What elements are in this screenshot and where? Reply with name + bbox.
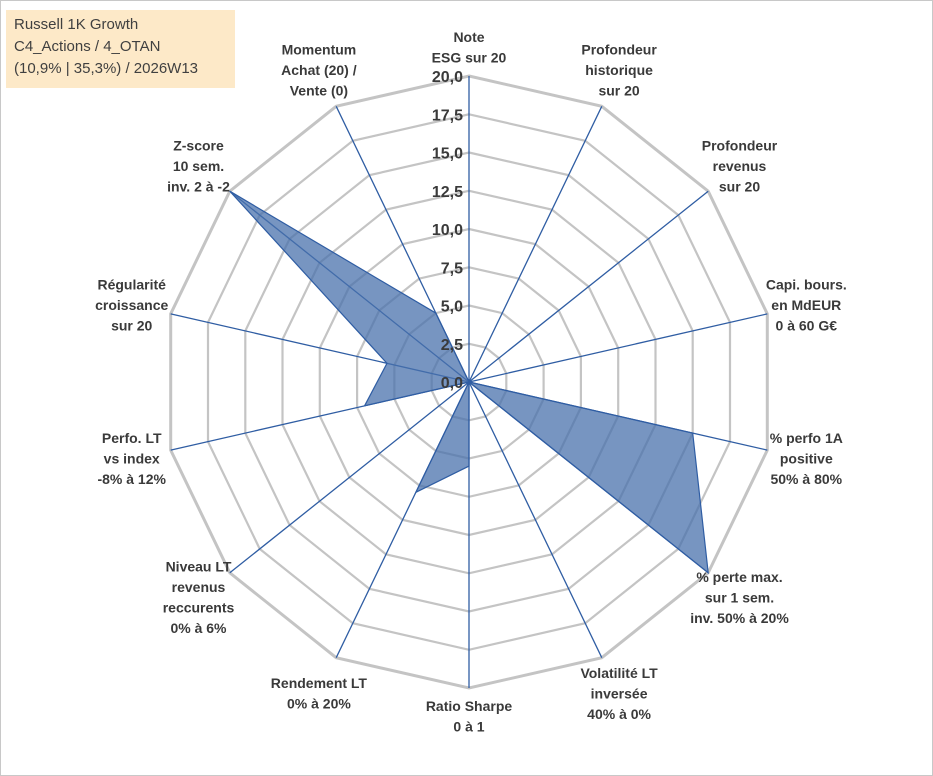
tick-label-8: 20,0 (432, 69, 463, 86)
axis-spoke-9 (229, 381, 470, 574)
info-line-2: C4_Actions / 4_OTAN (14, 38, 161, 55)
axis-label-6-2: 40% à 0% (587, 706, 651, 722)
tick-label-5: 12,5 (432, 184, 463, 201)
axis-label-group-8: Rendement LT 0% à 20% (271, 675, 368, 712)
axis-label-5-2: inv. 50% à 20% (690, 610, 789, 626)
tick-label-4: 10,0 (432, 222, 463, 239)
axis-label-4-1: positive (780, 451, 833, 467)
tick-label-1: 2,5 (441, 337, 463, 354)
axis-label-3-2: 0 à 60 G€ (776, 317, 838, 333)
axis-label-7-0: Ratio Sharpe (426, 698, 513, 714)
axis-label-5-0: % perte max. (696, 569, 782, 585)
axis-label-13-2: Vente (0) (290, 83, 348, 99)
axis-label-4-2: 50% à 80% (770, 471, 842, 487)
axis-label-7-1: 0 à 1 (453, 719, 484, 735)
axis-label-12-0: Z-score (173, 138, 224, 154)
axis-label-10-1: vs index (104, 451, 160, 467)
axis-label-group-12: Z-score 10 sem. inv. 2 à -2 (167, 138, 230, 195)
axis-label-9-0: Niveau LT (166, 559, 232, 575)
axis-label-group-3: Capi. bours. en MdEUR 0 à 60 G€ (766, 276, 847, 333)
axis-label-2-1: revenus (713, 158, 767, 174)
axis-label-11-2: sur 20 (111, 317, 152, 333)
axis-spoke-6 (468, 381, 603, 658)
axis-label-0-0: Note (453, 29, 484, 45)
tick-label-7: 17,5 (432, 107, 463, 124)
axis-label-6-0: Volatilité LT (580, 665, 658, 681)
axis-label-1-1: historique (585, 62, 653, 78)
axis-label-group-6: Volatilité LT inversée 40% à 0% (580, 665, 658, 722)
axis-label-group-13: Momentum Achat (20) / Vente (0) (281, 42, 357, 99)
axis-label-group-0: Note ESG sur 20 (432, 29, 507, 66)
axis-label-10-2: -8% à 12% (97, 471, 166, 487)
axis-label-10-0: Perfo. LT (102, 430, 162, 446)
axis-spoke-2 (468, 190, 709, 383)
axis-label-group-2: Profondeur revenus sur 20 (702, 138, 778, 195)
tick-label-6: 15,0 (432, 146, 463, 163)
axis-label-12-1: 10 sem. (173, 158, 224, 174)
axis-label-1-2: sur 20 (598, 83, 639, 99)
axis-label-11-0: Régularité (97, 276, 166, 292)
info-line-1: Russell 1K Growth (14, 16, 139, 33)
axis-label-2-0: Profondeur (702, 138, 778, 154)
axis-label-4-0: % perfo 1A (770, 430, 843, 446)
axis-label-group-9: Niveau LT revenus reccurents 0% à 6% (163, 559, 235, 637)
axis-label-group-10: Perfo. LT vs index -8% à 12% (97, 430, 166, 487)
axis-label-13-0: Momentum (282, 42, 357, 58)
axis-label-12-2: inv. 2 à -2 (167, 179, 230, 195)
axis-label-11-1: croissance (95, 297, 168, 313)
axis-label-group-11: Régularité croissance sur 20 (95, 276, 168, 333)
axis-label-group-1: Profondeur historique sur 20 (581, 42, 657, 99)
axis-label-3-1: en MdEUR (771, 297, 841, 313)
axis-label-group-4: % perfo 1A positive 50% à 80% (770, 430, 843, 487)
tick-label-0: 0,0 (441, 375, 463, 392)
axis-label-8-1: 0% à 20% (287, 696, 351, 712)
axis-label-2-2: sur 20 (719, 179, 760, 195)
tick-label-2: 5,0 (441, 299, 463, 316)
axis-label-0-1: ESG sur 20 (432, 50, 507, 66)
axis-label-9-2: reccurents (163, 600, 235, 616)
axis-label-group-5: % perte max. sur 1 sem. inv. 50% à 20% (690, 569, 789, 626)
axis-label-group-7: Ratio Sharpe 0 à 1 (426, 698, 513, 735)
axis-label-1-0: Profondeur (581, 42, 657, 58)
axis-spoke-3 (468, 313, 768, 383)
axis-label-3-0: Capi. bours. (766, 276, 847, 292)
axis-label-6-1: inversée (591, 686, 648, 702)
axis-label-5-1: sur 1 sem. (705, 590, 774, 606)
axis-label-9-3: 0% à 6% (170, 620, 227, 636)
info-line-3: (10,9% | 35,3%) / 2026W13 (14, 60, 198, 77)
axis-label-8-0: Rendement LT (271, 675, 368, 691)
axis-label-9-1: revenus (172, 579, 226, 595)
info-box: Russell 1K Growth C4_Actions / 4_OTAN (1… (6, 10, 235, 88)
axis-label-13-1: Achat (20) / (281, 62, 357, 78)
tick-label-3: 7,5 (441, 260, 463, 277)
axis-spoke-1 (468, 106, 603, 383)
